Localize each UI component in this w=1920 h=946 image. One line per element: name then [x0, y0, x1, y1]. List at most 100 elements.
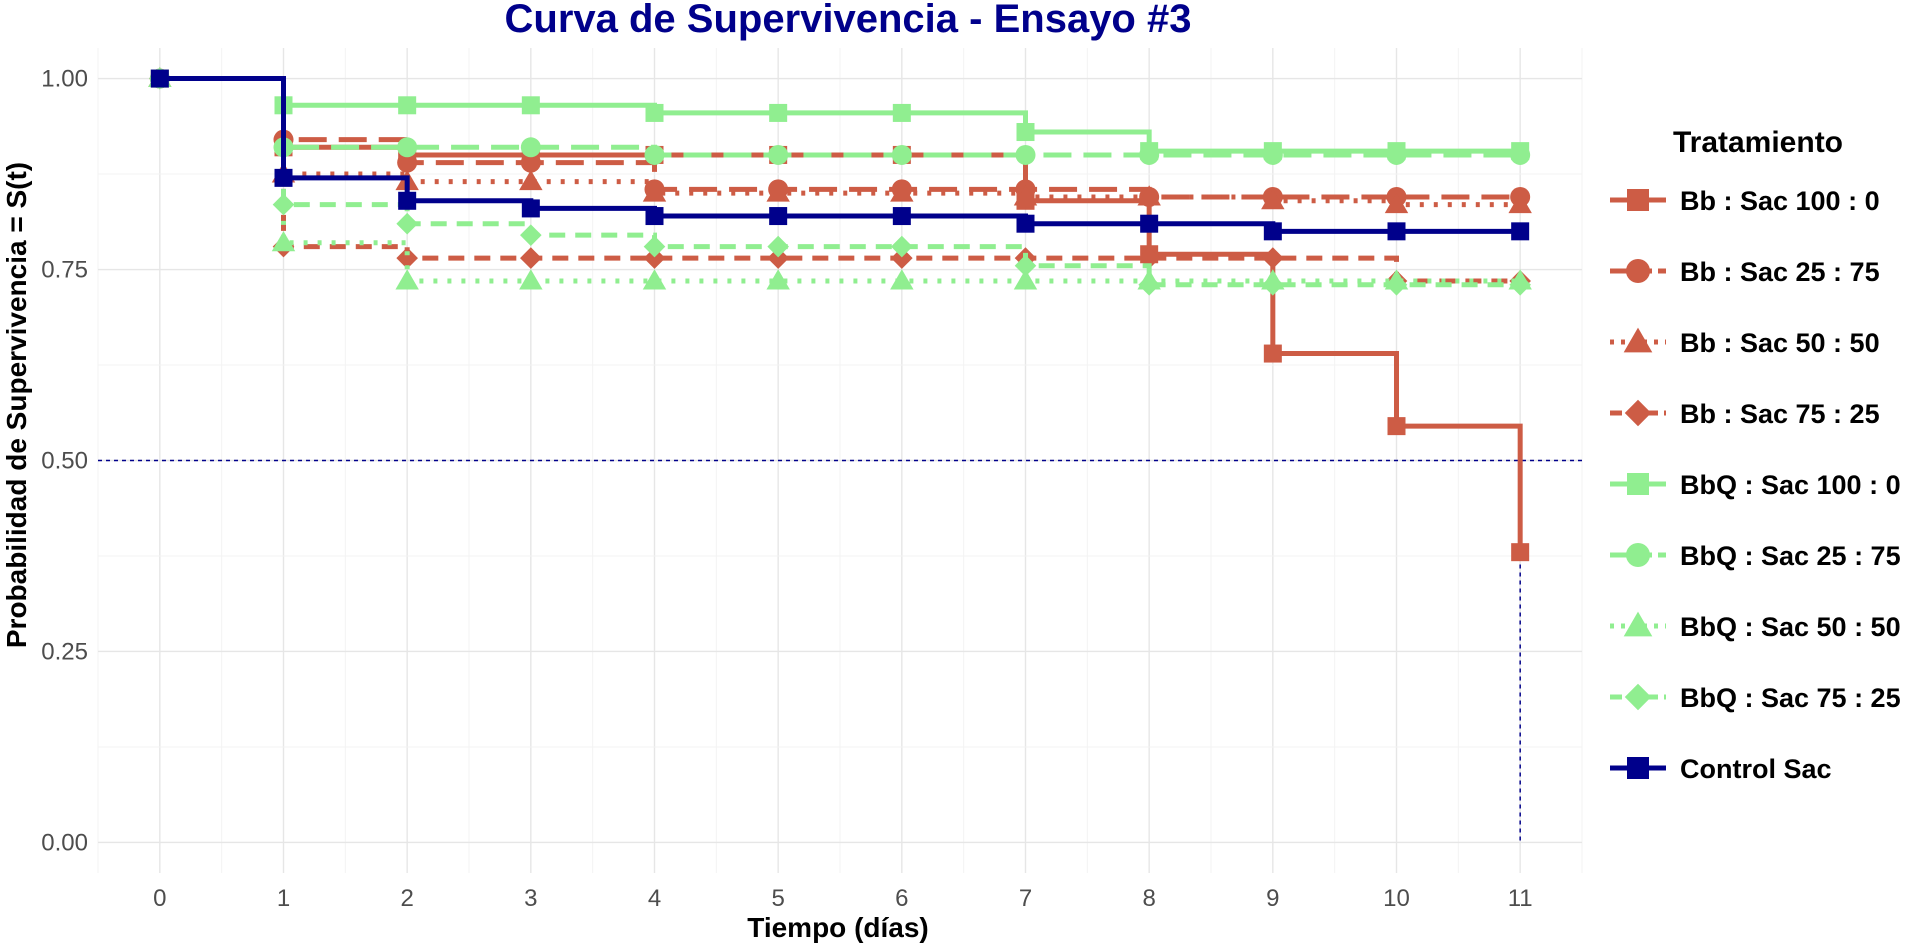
legend-item: BbQ : Sac 100 : 0	[1610, 470, 1901, 500]
x-tick-label: 4	[648, 885, 661, 912]
x-tick-label: 5	[771, 885, 784, 912]
data-point	[396, 212, 418, 235]
series-line	[159, 76, 1521, 158]
data-point	[1263, 222, 1282, 241]
data-point	[1511, 543, 1530, 562]
data-point	[644, 144, 665, 165]
data-point	[1016, 123, 1035, 142]
series-line	[159, 76, 1521, 154]
legend-label: BbQ : Sac 75 : 25	[1680, 683, 1901, 713]
legend-item: Bb : Sac 75 : 25	[1610, 399, 1880, 429]
data-point	[1509, 274, 1531, 296]
data-point	[397, 137, 418, 158]
x-tick-label: 9	[1266, 885, 1279, 912]
series-line	[159, 76, 1521, 288]
data-point	[890, 269, 914, 290]
series-line	[159, 76, 1521, 284]
y-tick-label: 1.00	[41, 66, 88, 93]
data-point	[398, 96, 417, 115]
legend-key-marker	[1627, 189, 1649, 211]
legend-item: Bb : Sac 50 : 50	[1610, 327, 1880, 358]
x-tick-label: 1	[277, 885, 290, 912]
y-axis-title: Probabilidad de Supervivencia = S(t)	[1, 162, 32, 648]
data-point	[1140, 214, 1159, 233]
y-tick-label: 0.25	[41, 638, 88, 665]
data-point	[271, 231, 296, 252]
axes: 0 1 2 3 4 5 6 7 8 9 10 11 0.00 0.25 0.50 0.75 1.00	[41, 66, 1532, 912]
legend-key-marker	[1624, 683, 1652, 711]
x-tick-label: 2	[400, 885, 413, 912]
data-point	[1511, 222, 1530, 241]
legend-key-marker	[1624, 399, 1652, 427]
legend-item: BbQ : Sac 50 : 50	[1610, 611, 1901, 642]
x-axis-title: Tiempo (días)	[747, 912, 929, 943]
legend-label: Bb : Sac 100 : 0	[1680, 186, 1880, 216]
data-point	[892, 103, 911, 122]
data-point	[520, 224, 542, 246]
data-point	[768, 144, 789, 165]
y-tick-label: 0.75	[41, 257, 88, 284]
data-point	[274, 168, 293, 187]
data-point	[398, 191, 417, 210]
data-point	[769, 103, 788, 122]
legend-label: BbQ : Sac 100 : 0	[1680, 470, 1901, 500]
data-point	[1262, 274, 1284, 296]
data-point	[643, 235, 666, 258]
data-point	[395, 269, 419, 290]
data-point	[1386, 144, 1407, 165]
data-point	[890, 181, 914, 202]
series-7	[149, 67, 1531, 296]
legend-key-marker	[1626, 259, 1650, 283]
data-point	[642, 269, 667, 290]
legend-title: Tratamiento	[1673, 126, 1843, 159]
chart-title: Curva de Supervivencia - Ensayo #3	[505, 0, 1192, 41]
data-point	[396, 247, 418, 269]
data-point	[1262, 247, 1284, 269]
data-point	[766, 269, 790, 290]
data-point	[891, 247, 913, 269]
series-group	[148, 66, 1532, 562]
legend-label: Bb : Sac 50 : 50	[1680, 328, 1880, 358]
legend-label: Bb : Sac 25 : 75	[1680, 257, 1880, 287]
data-point	[521, 96, 540, 115]
x-tick-label: 11	[1508, 885, 1533, 912]
data-point	[645, 103, 664, 122]
legend-key-marker	[1626, 543, 1650, 567]
y-tick-label: 0.50	[41, 448, 88, 475]
data-point	[1137, 185, 1161, 206]
data-point	[519, 269, 543, 290]
series-line	[159, 76, 1521, 200]
data-point	[1139, 144, 1160, 165]
data-point	[766, 181, 790, 202]
data-point	[643, 247, 666, 269]
data-point	[767, 235, 789, 258]
legend-label: BbQ : Sac 25 : 75	[1680, 541, 1901, 571]
data-point	[1013, 269, 1038, 290]
data-point	[767, 247, 789, 269]
data-point	[520, 137, 541, 158]
x-tick-label: 8	[1142, 885, 1155, 912]
data-point	[1385, 274, 1408, 296]
legend-key-marker	[1627, 473, 1649, 495]
data-point	[645, 207, 664, 226]
legend: Tratamiento Bb : Sac 100 : 0 Bb : Sac 25 …	[1610, 126, 1901, 784]
legend-item: Bb : Sac 100 : 0	[1610, 186, 1880, 216]
data-point	[1261, 189, 1285, 210]
legend-key-marker	[1627, 757, 1649, 779]
data-point	[519, 169, 543, 191]
data-point	[891, 144, 912, 165]
y-tick-label: 0.00	[41, 829, 88, 856]
data-point	[520, 152, 541, 173]
data-point	[1014, 254, 1037, 277]
data-point	[642, 181, 667, 202]
series-line	[159, 76, 1521, 208]
legend-item: BbQ : Sac 25 : 75	[1610, 541, 1901, 571]
x-tick-label: 0	[153, 885, 166, 912]
x-tick-label: 7	[1019, 885, 1032, 912]
data-point	[1263, 344, 1282, 363]
legend-item: Control Sac	[1610, 754, 1832, 784]
data-point	[1013, 185, 1038, 206]
legend-item: Bb : Sac 25 : 75	[1610, 257, 1880, 287]
data-point	[1015, 144, 1036, 165]
